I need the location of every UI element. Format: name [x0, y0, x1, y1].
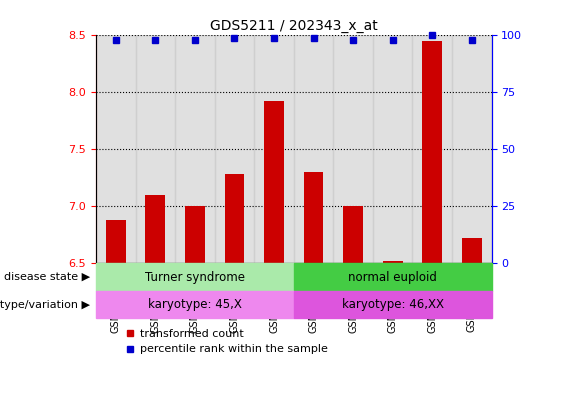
Bar [452, 35, 492, 263]
Bar [294, 35, 333, 263]
Bar [106, 220, 126, 263]
Bar [225, 174, 245, 263]
Bar [175, 35, 215, 263]
Bar [344, 206, 363, 263]
Text: karyotype: 45,X: karyotype: 45,X [148, 298, 242, 311]
Text: karyotype: 46,XX: karyotype: 46,XX [342, 298, 444, 311]
Bar [304, 172, 323, 263]
Bar [462, 238, 481, 263]
Bar [136, 35, 175, 263]
Bar [373, 35, 412, 263]
Text: genotype/variation ▶: genotype/variation ▶ [0, 299, 90, 310]
Bar [96, 35, 136, 263]
Bar [264, 101, 284, 263]
Bar [146, 195, 166, 263]
Bar [96, 291, 294, 318]
Bar [294, 291, 492, 318]
Bar [423, 41, 442, 263]
Bar [185, 206, 205, 263]
Title: GDS5211 / 202343_x_at: GDS5211 / 202343_x_at [210, 19, 377, 33]
Text: normal euploid: normal euploid [348, 270, 437, 284]
Bar [294, 263, 492, 291]
Bar [254, 35, 294, 263]
Legend: transformed count, percentile rank within the sample: transformed count, percentile rank withi… [121, 325, 333, 359]
Bar [383, 261, 402, 263]
Bar [333, 35, 373, 263]
Bar [215, 35, 254, 263]
Bar [412, 35, 452, 263]
Text: Turner syndrome: Turner syndrome [145, 270, 245, 284]
Text: disease state ▶: disease state ▶ [5, 272, 90, 282]
Bar [96, 263, 294, 291]
